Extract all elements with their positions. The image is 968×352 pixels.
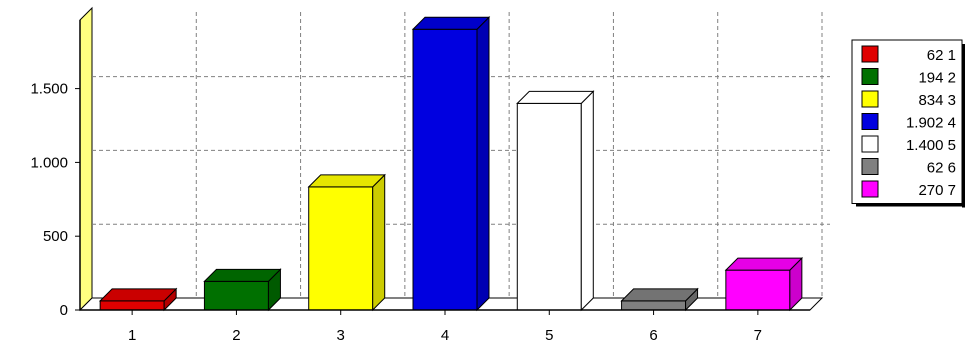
legend-swatch: [861, 135, 879, 153]
legend-entry-label: 62 6: [927, 160, 956, 177]
bar-top-face: [516, 90, 595, 104]
legend-swatch: [861, 113, 879, 130]
bar-front-face: [308, 186, 374, 311]
bar-front-face: [621, 300, 687, 311]
bar-3: [307, 173, 386, 312]
bar-front-face: [203, 280, 269, 311]
y-tick-label: 500: [43, 228, 68, 245]
bar-2: [203, 268, 282, 312]
bar-side-face: [580, 90, 594, 312]
legend-swatch: [861, 158, 879, 175]
x-tick-label: 3: [337, 327, 345, 344]
bar-6: [620, 287, 699, 312]
legend-swatch: [861, 180, 879, 198]
y-tick-label: 0: [60, 302, 68, 319]
bar-7: [724, 256, 804, 312]
chart-bars: [98, 16, 804, 312]
bar-side-face: [476, 16, 490, 312]
x-tick-label: 5: [545, 327, 553, 344]
legend-shadow-right: [962, 44, 965, 208]
bar-top-face: [724, 257, 804, 271]
chart-legend: 62 1 194 2 834 3 1.902 4 1.400 5 62 6 270 7: [851, 39, 965, 208]
y-axis-ticks: 0 500 1.000 1.500: [30, 81, 80, 319]
bar-side-face: [372, 173, 386, 312]
x-axis-ticks: 1 2 3 4 5 6 7: [128, 310, 762, 344]
x-tick-label: 2: [232, 327, 240, 344]
y-tick-label: 1.000: [30, 154, 68, 171]
legend-entry-label: 62 1: [927, 47, 956, 64]
bar-1: [98, 287, 178, 312]
legend-entry-label: 1.400 5: [906, 137, 956, 154]
bar-top-face: [411, 16, 491, 30]
bar-4: [411, 16, 491, 312]
bar-5: [516, 90, 595, 312]
chart-back-wall: [79, 6, 93, 312]
legend-swatch: [861, 45, 879, 63]
bar-top-face: [620, 288, 699, 302]
bar-front-face: [516, 102, 582, 311]
legend-entry-label: 1.902 4: [906, 115, 956, 132]
bar-top-face: [98, 288, 178, 302]
x-tick-label: 4: [441, 327, 449, 344]
legend-entry-label: 270 7: [918, 182, 956, 199]
bar-top-face: [307, 174, 386, 188]
chart-grid: [92, 12, 830, 298]
legend-entry-label: 194 2: [918, 70, 956, 87]
legend-swatch: [861, 90, 879, 108]
legend-shadow-bottom: [856, 203, 965, 207]
legend-swatch: [861, 68, 879, 85]
legend-entry-label: 834 3: [918, 92, 956, 109]
x-tick-label: 1: [128, 327, 136, 344]
bar-front-face: [99, 300, 165, 311]
x-tick-label: 7: [754, 327, 762, 344]
y-tick-label: 1.500: [30, 81, 68, 98]
bar-top-face: [203, 268, 282, 282]
bar-front-face: [725, 269, 791, 311]
x-tick-label: 6: [649, 327, 657, 344]
bar-front-face: [412, 28, 478, 311]
